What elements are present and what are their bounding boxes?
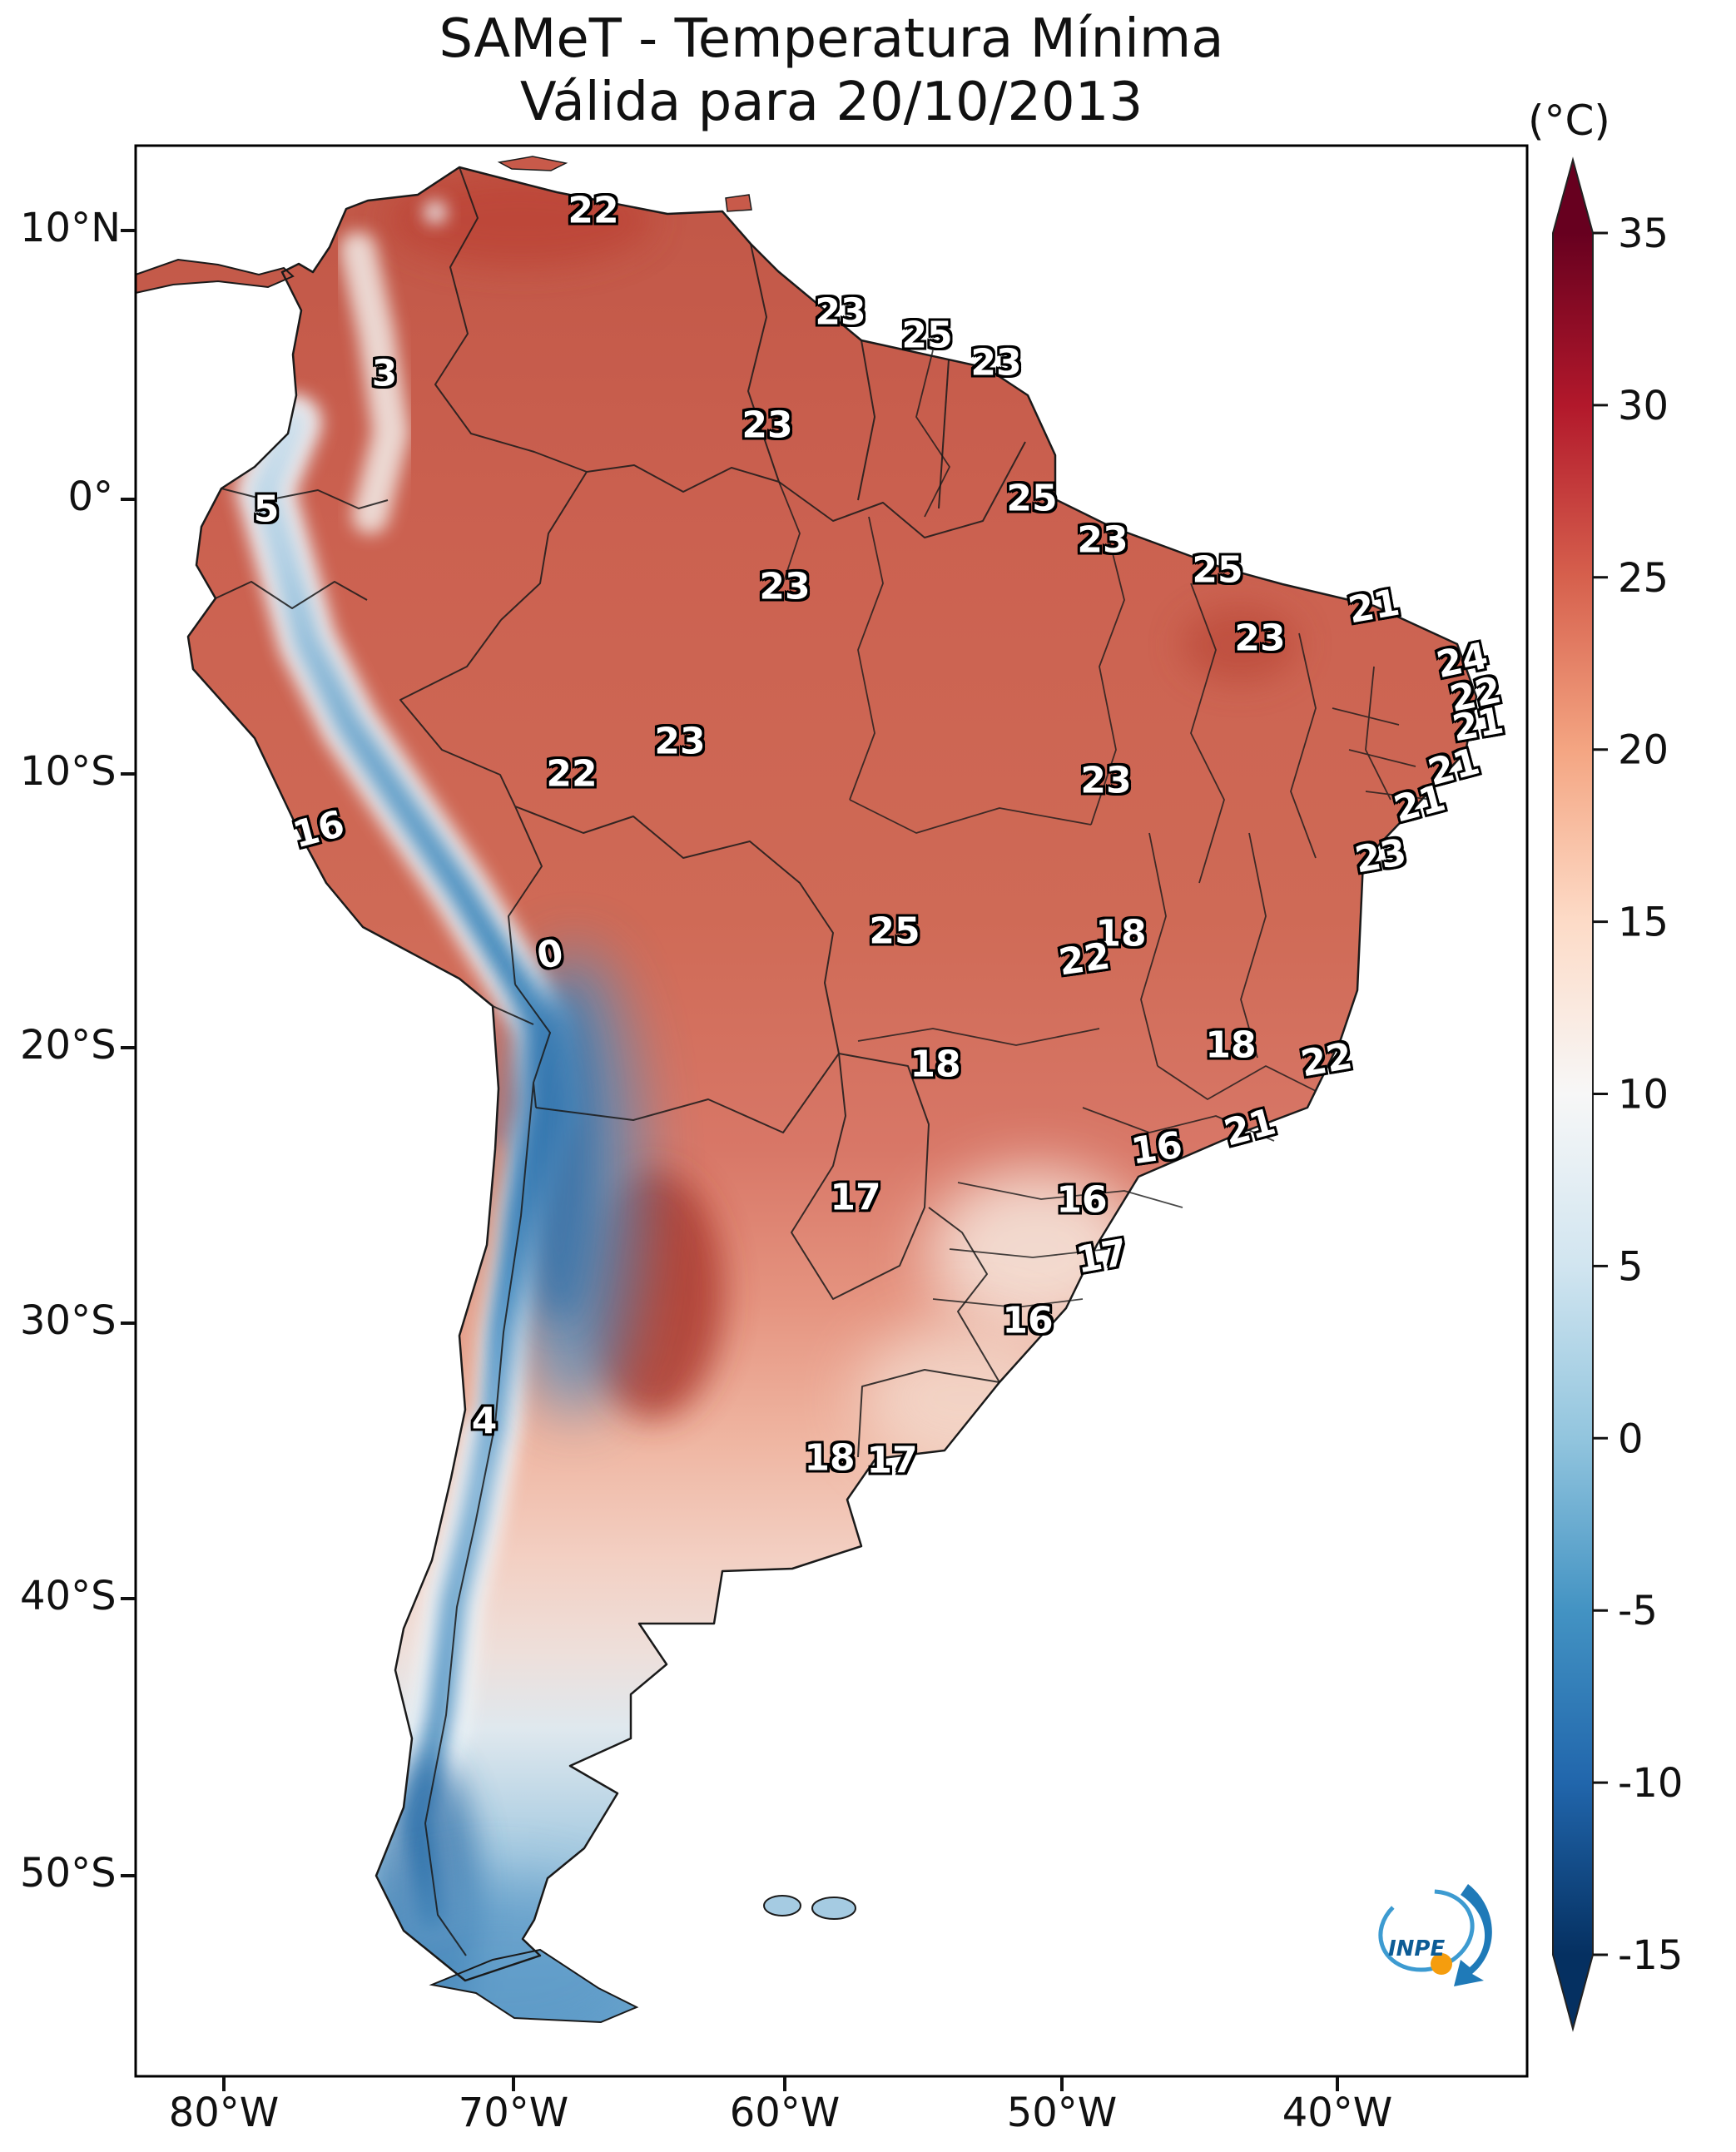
colorbar-tick-label: 25: [1618, 555, 1669, 602]
plot-frame: [134, 144, 1529, 2078]
colorbar-tick-label: 30: [1618, 383, 1669, 429]
title-line1: SAMeT - Temperatura Mínima: [439, 8, 1224, 70]
patagonia-cold-area: [341, 1881, 657, 2022]
colorbar-tick-label: 10: [1618, 1072, 1669, 1118]
colorbar-tick-label: -5: [1618, 1588, 1658, 1634]
colombian-andes: [340, 231, 410, 534]
inpe-logo: INPE: [1378, 1884, 1492, 1986]
colorbar: 35 30 25 20 15 10 5 0 -5 -10 -15: [1552, 156, 1683, 2032]
figure-title: SAMeT - Temperatura Mínima Válida para 2…: [439, 8, 1224, 134]
inpe-logo-text: INPE: [1388, 1936, 1445, 1961]
colorbar-tick-label: 35: [1618, 211, 1669, 257]
colorbar-unit-label: (°C): [1528, 97, 1610, 145]
state-borders: [778, 350, 1433, 1308]
inpe-orange-dot: [1431, 1953, 1452, 1975]
colorbar-tick-label: 20: [1618, 727, 1669, 774]
continent-outline: [186, 166, 1478, 1982]
tierra-del-fuego-outline: [429, 1948, 639, 2024]
colorbar-tick-label: 0: [1618, 1416, 1644, 1462]
colorbar-tick-label: 15: [1618, 900, 1669, 946]
colorbar-tick-label: -10: [1618, 1760, 1683, 1807]
colorbar-tick-label: 5: [1618, 1243, 1644, 1290]
caribbean-islands: [497, 156, 752, 212]
title-line2: Válida para 20/10/2013: [519, 71, 1143, 133]
inpe-arrow: [1454, 1884, 1492, 1986]
colorbar-tick-label: -15: [1618, 1932, 1683, 1979]
panama-strip-outline: [135, 258, 295, 295]
falkland-islands: [763, 1895, 856, 1920]
colorbar-body: [1552, 156, 1594, 2032]
temperature-field: [136, 167, 1476, 2022]
colorbar-ticks: 35 30 25 20 15 10 5 0 -5 -10 -15: [1593, 211, 1683, 1979]
